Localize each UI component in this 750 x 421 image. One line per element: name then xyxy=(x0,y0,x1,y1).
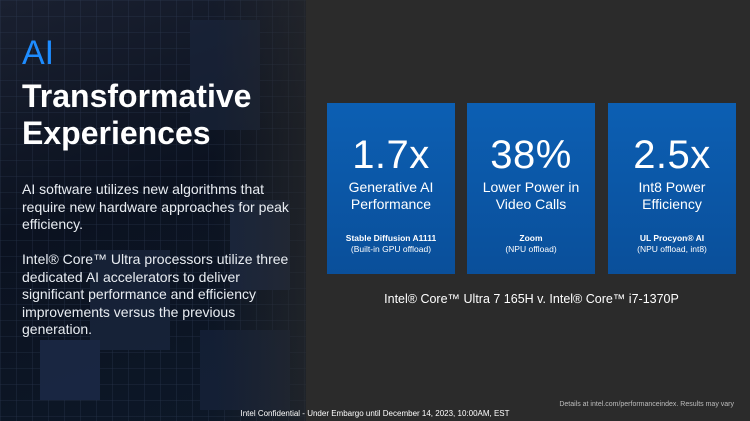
stat-value: 1.7x xyxy=(352,133,430,177)
stat-label: Lower Power in Video Calls xyxy=(482,179,580,212)
stat-condition: (NPU offload) xyxy=(505,244,557,254)
stat-benchmark: UL Procyon® AI xyxy=(639,233,705,243)
stat-condition: (NPU offload, int8) xyxy=(637,244,707,254)
stat-value: 2.5x xyxy=(633,133,711,177)
stat-label: Generative AI Performance xyxy=(348,179,434,212)
footnote: Details at intel.com/performanceindex. R… xyxy=(559,401,734,408)
stat-benchmark: Stable Diffusion A1111 xyxy=(345,233,437,243)
stat-card-video-calls: 38% Lower Power in Video Calls Zoom (NPU… xyxy=(467,103,595,274)
accelerators-paragraph: Intel® Core™ Ultra processors utilize th… xyxy=(22,251,289,337)
comparison-caption: Intel® Core™ Ultra 7 165H v. Intel® Core… xyxy=(384,292,679,306)
page-title: Transformative Experiences xyxy=(22,78,252,151)
stat-value: 38% xyxy=(490,133,572,177)
stat-card-generative-ai: 1.7x Generative AI Performance Stable Di… xyxy=(327,103,455,274)
stat-card-int8-efficiency: 2.5x Int8 Power Efficiency UL Procyon® A… xyxy=(608,103,736,274)
stat-label: Int8 Power Efficiency xyxy=(638,179,706,212)
confidential-notice: Intel Confidential - Under Embargo until… xyxy=(240,409,510,418)
title-accent: AI xyxy=(22,34,55,72)
stat-condition: (Built-in GPU offload) xyxy=(350,244,432,254)
hero-image-panel xyxy=(0,0,306,421)
stat-benchmark: Zoom xyxy=(519,233,543,243)
intro-paragraph: AI software utilizes new algorithms that… xyxy=(22,181,289,232)
